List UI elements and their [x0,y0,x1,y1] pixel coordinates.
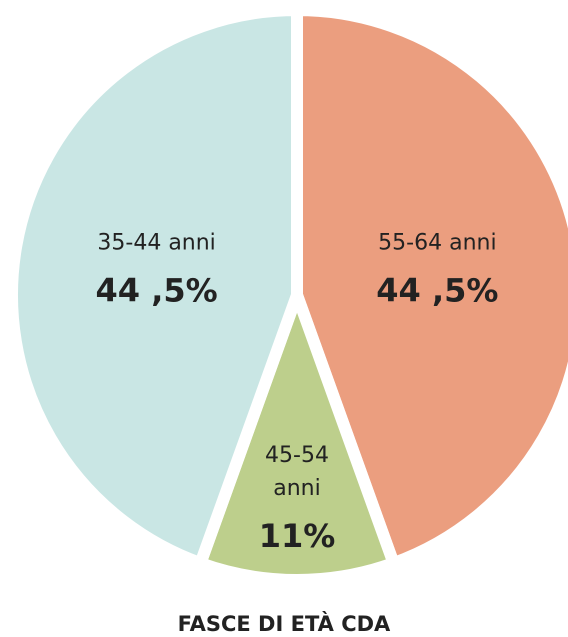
slice-label: 35-44 anni 44 ,5% [72,226,240,315]
pie-slice [291,3,568,571]
value-label: 44 ,5% [376,271,499,309]
category-label: 35-44 anni [97,230,216,255]
pie-slice [192,277,402,586]
pie-slice [6,3,303,571]
category-label: 45-54 anni [265,443,329,502]
value-label: 11% [258,517,336,556]
category-label: 55-64 anni [378,230,497,255]
chart-title: FASCE DI ETÀ CDA [177,612,391,636]
value-label: 44 ,5% [95,271,218,309]
slice-label: 55-64 anni 44 ,5% [353,226,521,315]
slice-label: 45-54 anni 11% [255,439,338,561]
